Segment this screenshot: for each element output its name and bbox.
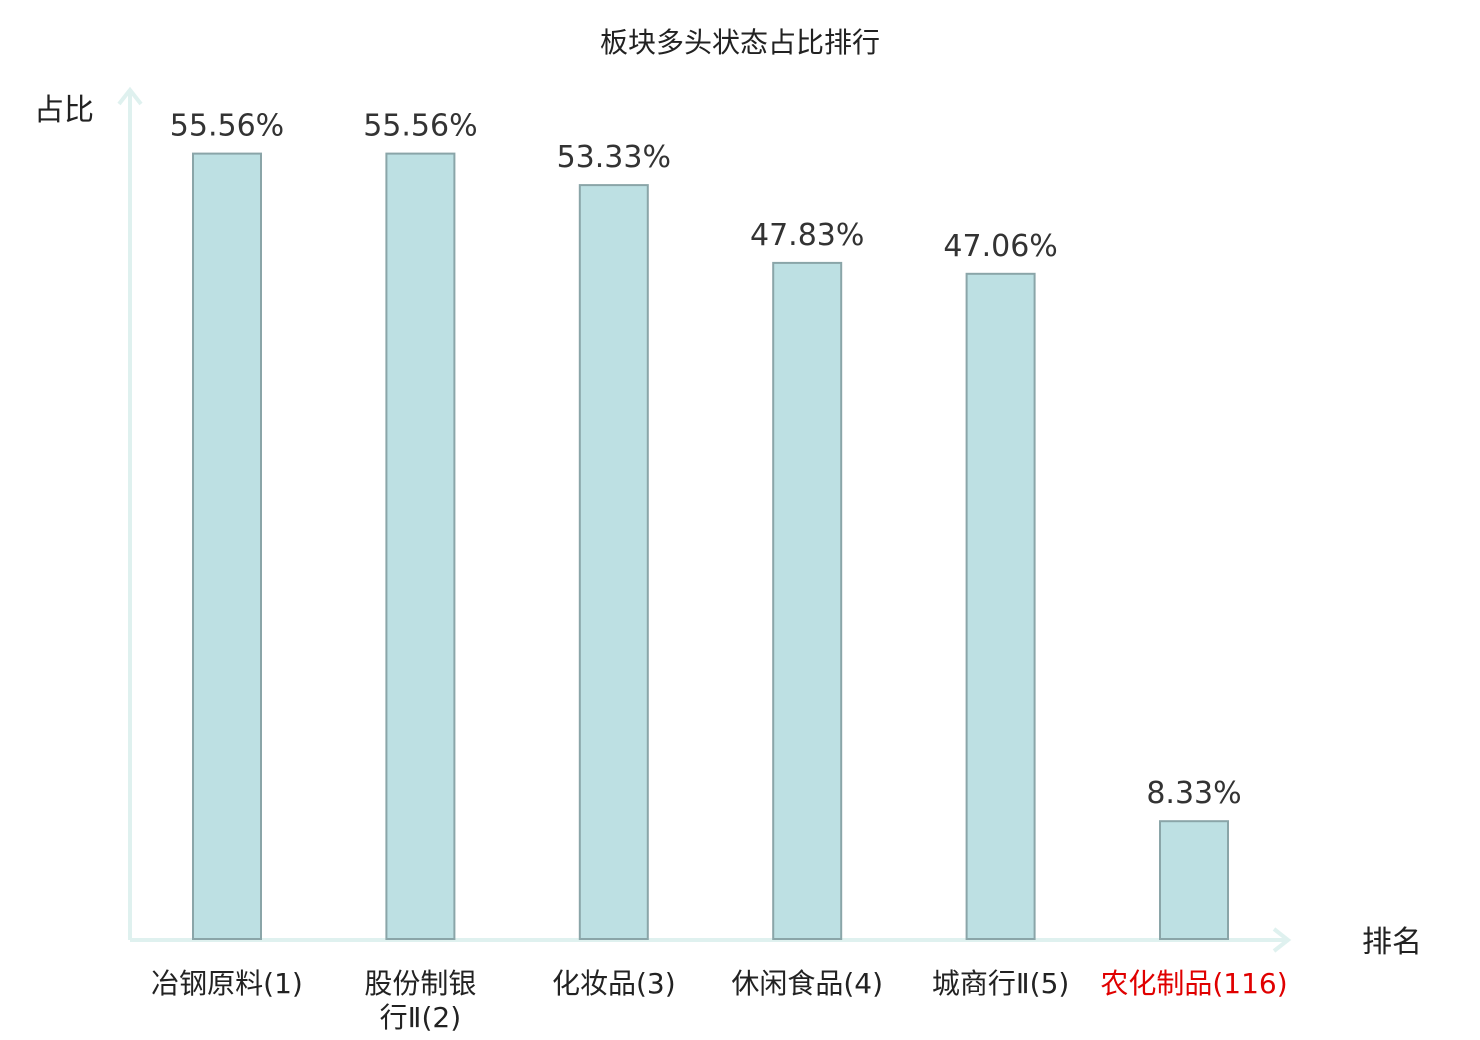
category-label-2-line-1: 股份制银 [364,967,476,1000]
x-axis-label: 排名 [1362,925,1422,960]
bar-5 [965,272,1036,940]
bar-1 [192,152,262,941]
bar-4 [772,261,843,940]
category-label-2-line-2: 行Ⅱ(2) [380,1001,461,1034]
bars-group [192,152,1229,941]
value-label-3: 53.33% [557,140,671,175]
category-label-6: 农化制品(116) [1100,967,1287,1000]
x-axis-arrow [1272,927,1292,953]
value-label-5: 47.06% [943,229,1057,264]
value-label-6: 8.33% [1146,776,1241,811]
bar-3 [578,184,649,941]
category-label-3: 化妆品(3) [552,967,676,1000]
category-label-1: 冶钢原料(1) [151,967,303,1000]
value-label-1: 55.56% [170,109,284,144]
value-labels-group: 55.56% 55.56% 53.33% 47.83% 47.06% 8.33% [170,109,1242,812]
value-label-2: 55.56% [363,109,477,144]
category-label-4: 休闲食品(4) [731,967,883,1000]
bar-2 [385,152,456,941]
chart-title: 板块多头状态占比排行 [600,26,880,59]
y-axis-arrow [117,86,143,106]
category-label-5: 城商行Ⅱ(5) [932,967,1069,1000]
value-label-4: 47.83% [750,218,864,253]
bar-6 [1159,820,1229,941]
y-axis-label: 占比 [34,93,94,128]
